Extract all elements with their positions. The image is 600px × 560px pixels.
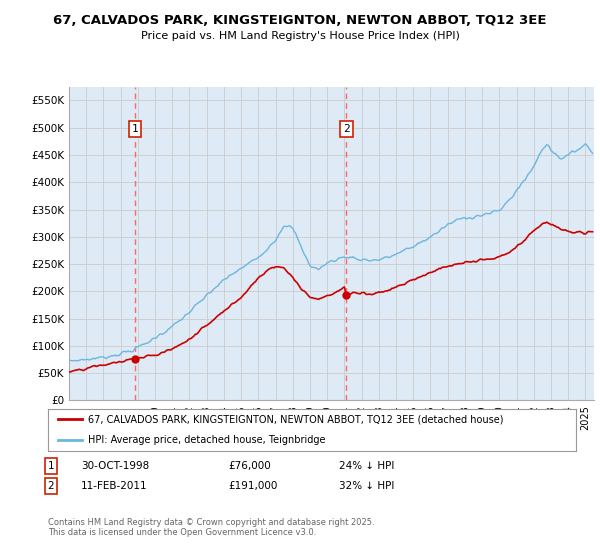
Text: 67, CALVADOS PARK, KINGSTEIGNTON, NEWTON ABBOT, TQ12 3EE (detached house): 67, CALVADOS PARK, KINGSTEIGNTON, NEWTON… bbox=[88, 414, 503, 424]
Text: 2: 2 bbox=[47, 481, 55, 491]
Text: 32% ↓ HPI: 32% ↓ HPI bbox=[339, 481, 394, 491]
Text: 1: 1 bbox=[47, 461, 55, 471]
Text: £76,000: £76,000 bbox=[228, 461, 271, 471]
Text: HPI: Average price, detached house, Teignbridge: HPI: Average price, detached house, Teig… bbox=[88, 435, 325, 445]
Text: 30-OCT-1998: 30-OCT-1998 bbox=[81, 461, 149, 471]
Text: 11-FEB-2011: 11-FEB-2011 bbox=[81, 481, 148, 491]
Text: 67, CALVADOS PARK, KINGSTEIGNTON, NEWTON ABBOT, TQ12 3EE: 67, CALVADOS PARK, KINGSTEIGNTON, NEWTON… bbox=[53, 14, 547, 27]
Text: 24% ↓ HPI: 24% ↓ HPI bbox=[339, 461, 394, 471]
Text: Contains HM Land Registry data © Crown copyright and database right 2025.
This d: Contains HM Land Registry data © Crown c… bbox=[48, 518, 374, 538]
Text: Price paid vs. HM Land Registry's House Price Index (HPI): Price paid vs. HM Land Registry's House … bbox=[140, 31, 460, 41]
Text: £191,000: £191,000 bbox=[228, 481, 277, 491]
Text: 2: 2 bbox=[343, 124, 350, 134]
Text: 1: 1 bbox=[131, 124, 139, 134]
